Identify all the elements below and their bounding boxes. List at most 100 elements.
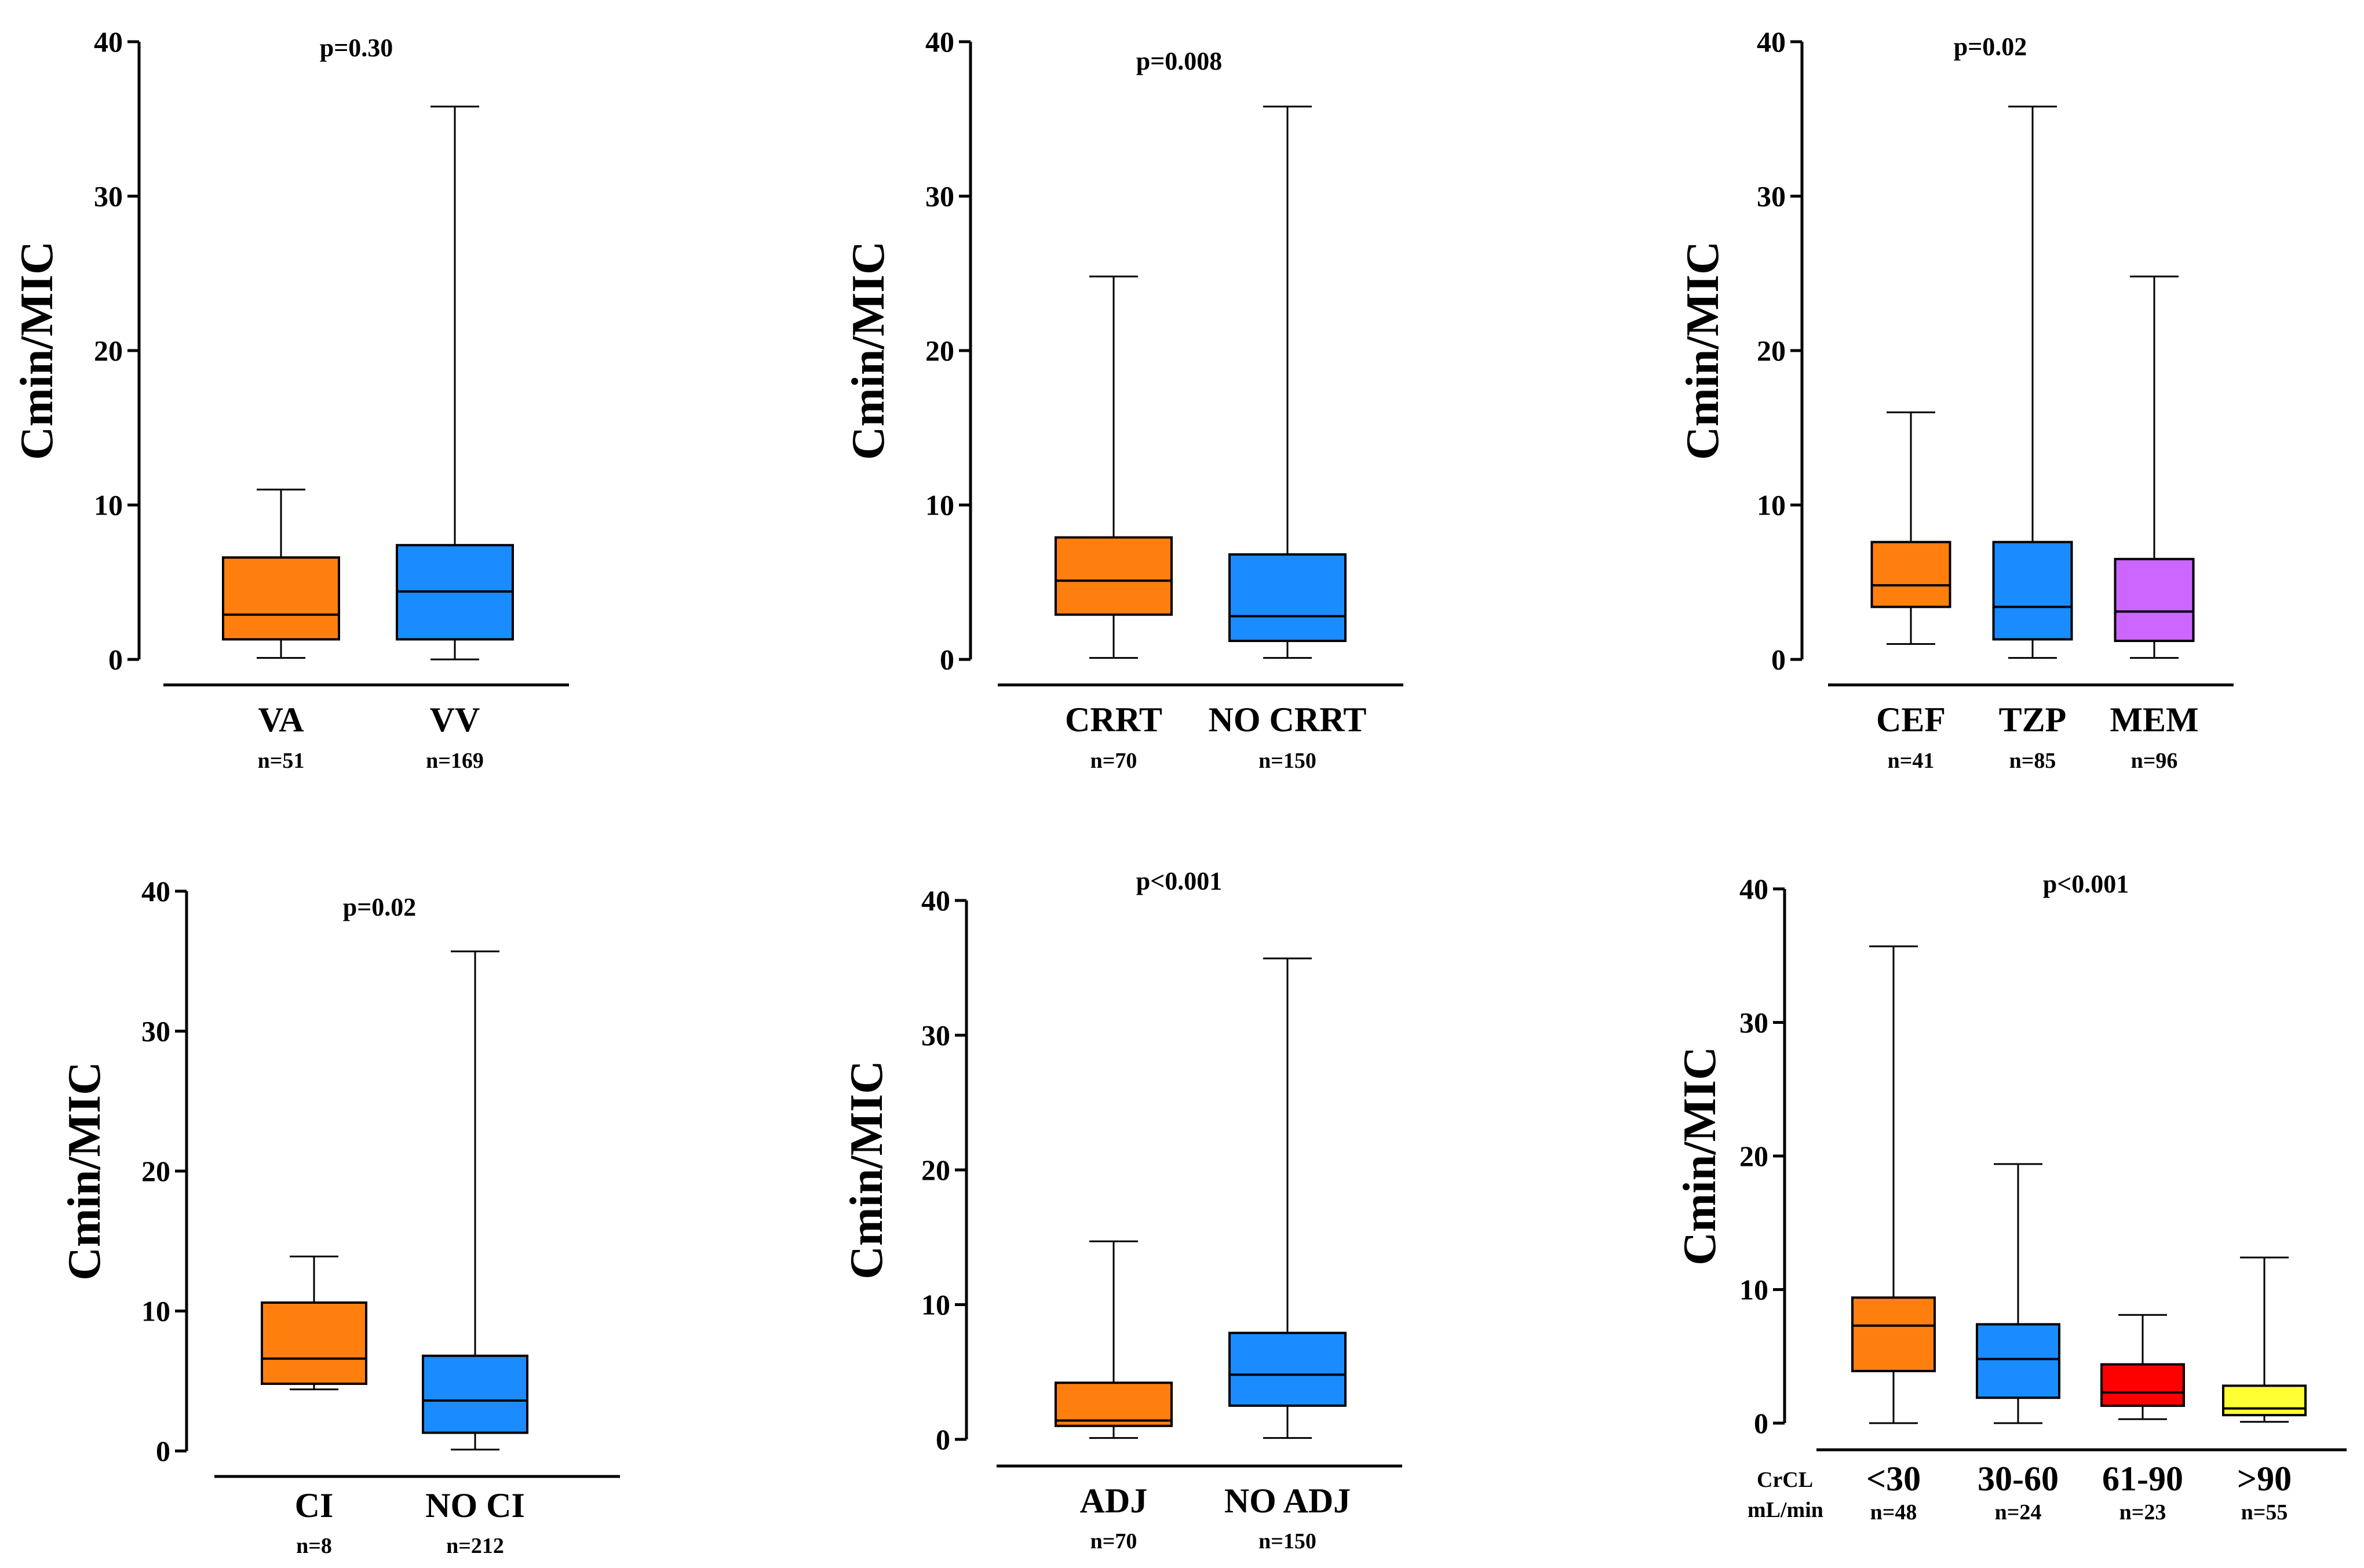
- y-axis-label: Cmin/MIC: [1677, 241, 1728, 460]
- x-category-label: CRRT: [1065, 701, 1162, 739]
- x-category-label: NO ADJ: [1224, 1482, 1351, 1520]
- box-iqr: [1228, 1332, 1347, 1407]
- box-iqr: [2100, 1363, 2185, 1407]
- panel-4: 0 10 20 30 40 Cmin/MIC p=0.02 CI n=8 NO CI n=212: [59, 875, 620, 1558]
- sample-size-label: n=96: [2131, 749, 2178, 773]
- box-30-60: [1976, 1163, 2060, 1424]
- box-iqr: [422, 1354, 528, 1434]
- x-category-label: TZP: [1999, 701, 2067, 739]
- y-tick-label: 0: [156, 1435, 170, 1467]
- sample-size-label: n=150: [1258, 1529, 1316, 1554]
- x-category-label: CI: [295, 1486, 334, 1525]
- panel-6: 0 10 20 30 40 Cmin/MIC p<0.001 <30n=48 30-60n=24…: [1675, 870, 2347, 1525]
- box-iqr: [1851, 1296, 1936, 1373]
- box-CRRT: [1055, 275, 1173, 659]
- box-iqr: [1992, 541, 2073, 641]
- y-tick-label: 20: [141, 1155, 170, 1187]
- box-iqr: [261, 1301, 367, 1385]
- p-value-annotation: p=0.02: [343, 893, 417, 921]
- y-tick-label: 10: [925, 489, 954, 522]
- y-tick-label: 0: [936, 1423, 950, 1456]
- y-tick-label: 30: [94, 180, 123, 213]
- x-category-label: NO CI: [425, 1486, 525, 1525]
- y-tick-label: 40: [1739, 873, 1768, 905]
- y-tick-label: 30: [921, 1019, 950, 1052]
- box-iqr: [1055, 536, 1173, 616]
- sample-size-label: n=8: [296, 1534, 332, 1558]
- y-axis-label: Cmin/MIC: [1675, 1046, 1725, 1266]
- p-value-annotation: p<0.001: [2043, 870, 2129, 898]
- box-MEM: [2114, 275, 2195, 659]
- box-iqr: [1870, 541, 1951, 608]
- y-tick-label: 30: [925, 180, 954, 213]
- box-iqr: [1055, 1381, 1173, 1427]
- panel-1: 0 10 20 30 40 Cmin/MIC p=0.30 VA n=51 VV n=169: [12, 25, 569, 773]
- y-tick-label: 0: [108, 643, 123, 676]
- y-axis-label: Cmin/MIC: [843, 241, 894, 460]
- p-value-annotation: p=0.008: [1136, 47, 1223, 75]
- y-axis-label: Cmin/MIC: [59, 1062, 110, 1281]
- panel-2: 0 10 20 30 40 Cmin/MIC p=0.008 CRRT n=70 NO CRRT n…: [843, 25, 1403, 773]
- sample-size-label: n=85: [2009, 749, 2056, 773]
- box-NO ADJ: [1228, 957, 1347, 1439]
- x-category-label: NO CRRT: [1209, 701, 1367, 739]
- p-value-annotation: p<0.001: [1136, 867, 1223, 895]
- y-tick-label: 20: [94, 334, 123, 367]
- box-iqr: [222, 556, 340, 641]
- x-category-label: MEM: [2110, 701, 2198, 739]
- y-tick-label: 10: [94, 489, 123, 522]
- x-category-label: 61-90: [2102, 1460, 2183, 1498]
- y-tick-label: 20: [1757, 334, 1786, 367]
- box->90: [2222, 1256, 2307, 1423]
- sample-size-label: n=48: [1870, 1500, 1917, 1525]
- x-category-label: VA: [258, 701, 304, 739]
- y-tick-label: 0: [1771, 643, 1786, 676]
- x-category-label: 30-60: [1978, 1460, 2059, 1498]
- x-category-label: <30: [1866, 1460, 1921, 1498]
- box-iqr: [1228, 553, 1347, 643]
- y-tick-label: 10: [1739, 1274, 1768, 1306]
- y-tick-label: 10: [921, 1289, 950, 1321]
- y-axis-label: Cmin/MIC: [841, 1060, 892, 1279]
- sample-size-label: n=23: [2119, 1500, 2166, 1525]
- sample-size-label: n=150: [1258, 749, 1316, 773]
- sample-size-label: n=55: [2241, 1500, 2288, 1525]
- y-tick-label: 30: [1757, 180, 1786, 213]
- p-value-annotation: p=0.30: [320, 34, 393, 62]
- sample-size-label: n=24: [1995, 1500, 2042, 1525]
- box-TZP: [1992, 105, 2073, 659]
- y-tick-label: 20: [921, 1154, 950, 1186]
- panel-5: 0 10 20 30 40 Cmin/MIC p<0.001 ADJ n=70 NO ADJ n=1…: [841, 867, 1402, 1554]
- y-tick-label: 30: [141, 1015, 170, 1048]
- panel-3: 0 10 20 30 40 Cmin/MIC p=0.02 CEF n=41 TZP n=85 MEM…: [1677, 25, 2234, 773]
- y-tick-label: 40: [921, 884, 950, 917]
- box-NO CI: [422, 950, 528, 1451]
- x-prefix-label: CrCL: [1757, 1468, 1813, 1492]
- sample-size-label: n=169: [426, 749, 484, 773]
- x-category-label: VV: [430, 701, 480, 739]
- sample-size-label: n=70: [1090, 1529, 1137, 1554]
- x-category-label: ADJ: [1080, 1482, 1148, 1520]
- box-CEF: [1870, 411, 1951, 645]
- y-tick-label: 20: [925, 334, 954, 367]
- box-iqr: [1976, 1323, 2060, 1399]
- box-VV: [396, 105, 514, 661]
- x-category-label: CEF: [1876, 701, 1946, 739]
- sample-size-label: n=51: [258, 749, 305, 773]
- y-tick-label: 20: [1739, 1140, 1768, 1172]
- y-axis-label: Cmin/MIC: [12, 241, 63, 460]
- box-61-90: [2100, 1314, 2185, 1420]
- y-tick-label: 10: [141, 1295, 170, 1328]
- y-tick-label: 0: [1754, 1407, 1768, 1439]
- y-tick-label: 40: [925, 25, 954, 58]
- box-ADJ: [1055, 1240, 1173, 1439]
- box-iqr: [2222, 1384, 2307, 1417]
- sample-size-label: n=212: [446, 1534, 504, 1558]
- p-value-annotation: p=0.02: [1954, 32, 2027, 61]
- sample-size-label: n=70: [1090, 749, 1137, 773]
- x-prefix-unit: mL/min: [1748, 1498, 1823, 1522]
- y-tick-label: 10: [1757, 489, 1786, 522]
- box-VA: [222, 488, 340, 659]
- y-tick-label: 40: [94, 25, 123, 58]
